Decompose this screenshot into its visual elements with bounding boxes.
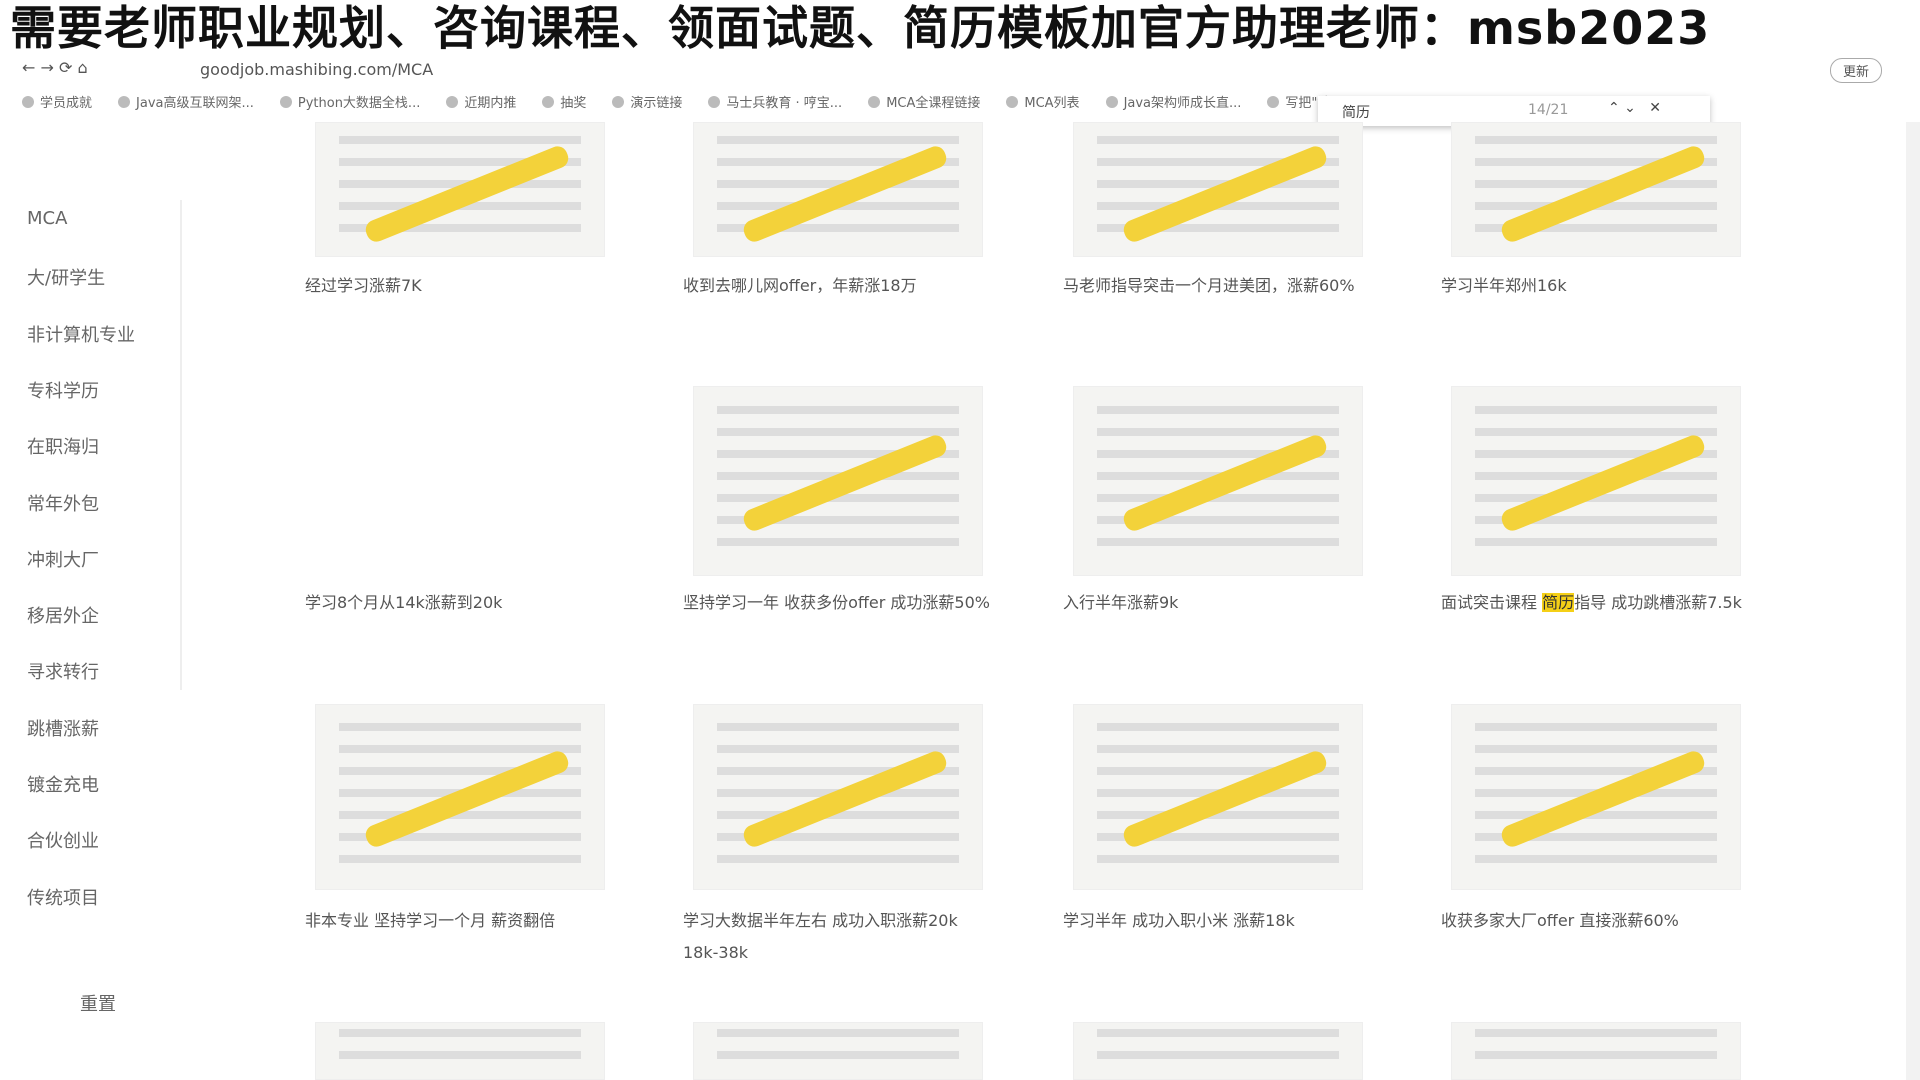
highlight-stripe	[1120, 143, 1330, 245]
card-caption: 学习半年郑州16k	[1441, 276, 1567, 295]
thumbnail[interactable]	[693, 386, 983, 576]
card-caption: 非本专业 坚持学习一个月 薪资翻倍	[305, 911, 556, 930]
sidebar-item[interactable]: 常年外包	[27, 493, 99, 515]
banner: 需要老师职业规划、咨询课程、领面试题、简历模板加官方助理老师：msb2023	[10, 1, 1711, 55]
sidebar-item[interactable]: MCA	[27, 208, 68, 229]
bookmark[interactable]: MCA全课程链接	[868, 92, 980, 118]
find-query[interactable]: 简历	[1342, 105, 1370, 121]
thumbnail[interactable]	[1073, 1022, 1363, 1080]
card-caption: 马老师指导突击一个月进美团，涨薪60%	[1063, 276, 1355, 295]
bookmark[interactable]: 马士兵教育 · 哼宝...	[708, 92, 842, 118]
bookmark[interactable]: Java高级互联网架...	[118, 92, 254, 118]
bookmark[interactable]: MCA列表	[1006, 92, 1079, 118]
sidebar-item[interactable]: 镀金充电	[27, 775, 99, 796]
sidebar	[0, 200, 182, 690]
thumbnail[interactable]	[693, 704, 983, 890]
sidebar-item[interactable]: 冲刺大厂	[27, 549, 99, 571]
thumbnail[interactable]	[1073, 704, 1363, 890]
bookmark[interactable]: 抽奖	[542, 92, 586, 118]
bookmark[interactable]: 演示链接	[612, 92, 682, 118]
highlight-stripe	[1498, 431, 1708, 534]
find-highlight: 简历	[1542, 593, 1575, 612]
thumbnail[interactable]	[1451, 1022, 1741, 1080]
scrollbar	[1906, 122, 1920, 1080]
thumbnail[interactable]	[315, 1022, 605, 1080]
sidebar-item[interactable]: 在职海归	[27, 437, 99, 459]
highlight-stripe	[740, 748, 950, 850]
card-caption: 收到去哪儿网offer，年薪涨18万	[683, 276, 917, 295]
bookmark[interactable]: 学员成就	[22, 92, 92, 118]
highlight-stripe	[362, 748, 572, 850]
reset-button[interactable]: 重置	[80, 994, 116, 1015]
highlight-stripe	[740, 431, 950, 534]
card-caption: 入行半年涨薪9k	[1063, 593, 1179, 612]
highlight-stripe	[1120, 431, 1330, 534]
highlight-stripe	[740, 143, 950, 245]
card-caption: 学习8个月从14k涨薪到20k	[305, 593, 503, 612]
url[interactable]: goodjob.mashibing.com/MCA	[200, 60, 434, 79]
bookmark[interactable]: Python大数据全栈...	[280, 92, 420, 118]
highlight-stripe	[362, 143, 572, 245]
sidebar-item[interactable]: 非计算机专业	[27, 324, 135, 346]
highlight-stripe	[1120, 748, 1330, 850]
bookmark[interactable]: Java架构师成长直...	[1106, 92, 1242, 118]
highlight-stripe	[1498, 143, 1708, 245]
thumbnail[interactable]	[315, 704, 605, 890]
caption-text: 面试突击课程	[1441, 593, 1543, 612]
card-caption: 面试突击课程 简历指导 成功跳槽涨薪7.5k	[1441, 587, 1751, 619]
caption-text: 指导 成功跳槽涨薪7.5k	[1574, 593, 1742, 612]
sidebar-item[interactable]: 大/研学生	[27, 268, 106, 290]
address-bar: ← → ⟳ ⌂ goodjob.mashibing.com/MCA 更新	[0, 56, 1920, 86]
thumbnail[interactable]	[315, 122, 605, 257]
nav-icons[interactable]: ← → ⟳ ⌂	[22, 58, 88, 77]
sidebar-item[interactable]: 寻求转行	[27, 662, 99, 684]
thumbnail[interactable]	[1451, 704, 1741, 890]
find-bar: 简历 14/21 ⌃ ⌄ ✕	[1318, 96, 1710, 126]
thumbnail[interactable]	[1451, 386, 1741, 576]
find-nav[interactable]: ⌃ ⌄ ✕	[1608, 100, 1661, 116]
thumbnail[interactable]	[693, 122, 983, 257]
thumbnail[interactable]	[1073, 386, 1363, 576]
bookmark[interactable]: 近期内推	[446, 92, 516, 118]
card-caption: 经过学习涨薪7K	[305, 276, 422, 295]
card-caption: 学习半年 成功入职小米 涨薪18k	[1063, 911, 1295, 930]
thumbnail[interactable]	[693, 1022, 983, 1080]
sidebar-item[interactable]: 跳槽涨薪	[27, 718, 99, 740]
sidebar-item[interactable]: 传统项目	[27, 887, 99, 909]
find-count: 14/21	[1528, 102, 1569, 118]
sidebar-item[interactable]: 移居外企	[27, 606, 99, 628]
sidebar-item[interactable]: 合伙创业	[27, 831, 99, 853]
card-caption: 收获多家大厂offer 直接涨薪60%	[1441, 911, 1679, 930]
update-button[interactable]: 更新	[1830, 58, 1883, 83]
card-caption: 学习大数据半年左右 成功入职涨薪20k 18k-38k	[683, 911, 958, 962]
sidebar-item[interactable]: 专科学历	[27, 380, 99, 402]
highlight-stripe	[1498, 748, 1708, 850]
card-caption: 坚持学习一年 收获多份offer 成功涨薪50%	[683, 593, 990, 612]
thumbnail[interactable]	[1451, 122, 1741, 257]
thumbnail[interactable]	[1073, 122, 1363, 257]
